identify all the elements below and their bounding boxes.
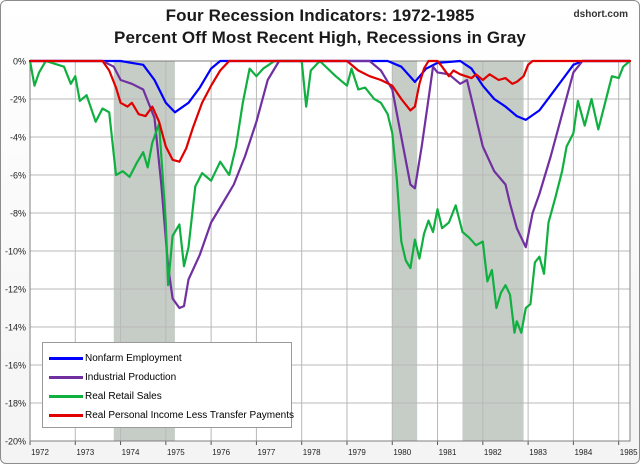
chart-subtitle: Percent Off Most Recent High, Recessions… xyxy=(114,28,526,47)
x-tick-label: 1984 xyxy=(574,448,592,457)
legend-item-real-retail-sales: Real Retail Sales xyxy=(49,387,162,405)
x-tick-label: 1973 xyxy=(76,448,94,457)
series-line-real-retail-sales xyxy=(28,59,632,334)
legend-swatch xyxy=(49,394,83,398)
y-tick-label: -4% xyxy=(10,133,26,143)
legend-item-industrial-production: Industrial Production xyxy=(49,368,176,386)
tick-labels: 0% -2% -4% -6% -8% -10% -12% -14% -16% -18% -20% 19… xyxy=(5,57,638,458)
legend-swatch xyxy=(49,356,83,360)
legend: Nonfarm Employment Industrial Production… xyxy=(42,342,294,428)
grid-lines xyxy=(30,61,630,442)
source-label: dshort.com xyxy=(573,9,628,20)
y-tick-label: -10% xyxy=(5,247,26,257)
series-lines xyxy=(28,59,632,334)
legend-swatch xyxy=(49,413,83,417)
x-tick-label: 1985 xyxy=(620,448,638,457)
y-tick-label: 0% xyxy=(13,57,26,67)
legend-swatch xyxy=(49,375,83,379)
y-tick-label: -8% xyxy=(10,209,26,219)
y-tick-label: -12% xyxy=(5,285,26,295)
series-line-real-personal-income-less-transfer-payments xyxy=(28,59,632,163)
y-tick-label: -2% xyxy=(10,95,26,105)
legend-item-real-personal-income: Real Personal Income Less Transfer Payme… xyxy=(49,406,294,424)
legend-label: Industrial Production xyxy=(85,371,177,383)
legend-label: Real Retail Sales xyxy=(85,390,162,402)
x-tick-label: 1976 xyxy=(212,448,230,457)
x-tick-label: 1974 xyxy=(122,448,140,457)
x-tick-label: 1977 xyxy=(258,448,276,457)
y-tick-label: -14% xyxy=(5,323,26,333)
x-tick-label: 1975 xyxy=(167,448,185,457)
x-tick-label: 1972 xyxy=(31,448,49,457)
legend-label: Nonfarm Employment xyxy=(85,352,182,364)
x-tick-label: 1979 xyxy=(348,448,366,457)
x-tick-label: 1983 xyxy=(529,448,547,457)
y-tick-label: -20% xyxy=(5,437,26,447)
chart-title: Four Recession Indicators: 1972-1985 xyxy=(165,6,475,25)
y-tick-label: -16% xyxy=(5,361,26,371)
y-tick-label: -6% xyxy=(10,171,26,181)
legend-label: Real Personal Income Less Transfer Payme… xyxy=(85,409,294,421)
series-line-nonfarm-employment xyxy=(28,59,632,121)
legend-item-nonfarm-employment: Nonfarm Employment xyxy=(49,349,182,367)
x-tick-label: 1982 xyxy=(484,448,502,457)
x-tick-label: 1981 xyxy=(439,448,457,457)
y-tick-label: -18% xyxy=(5,399,26,409)
x-tick-label: 1980 xyxy=(393,448,411,457)
x-tick-label: 1978 xyxy=(303,448,321,457)
